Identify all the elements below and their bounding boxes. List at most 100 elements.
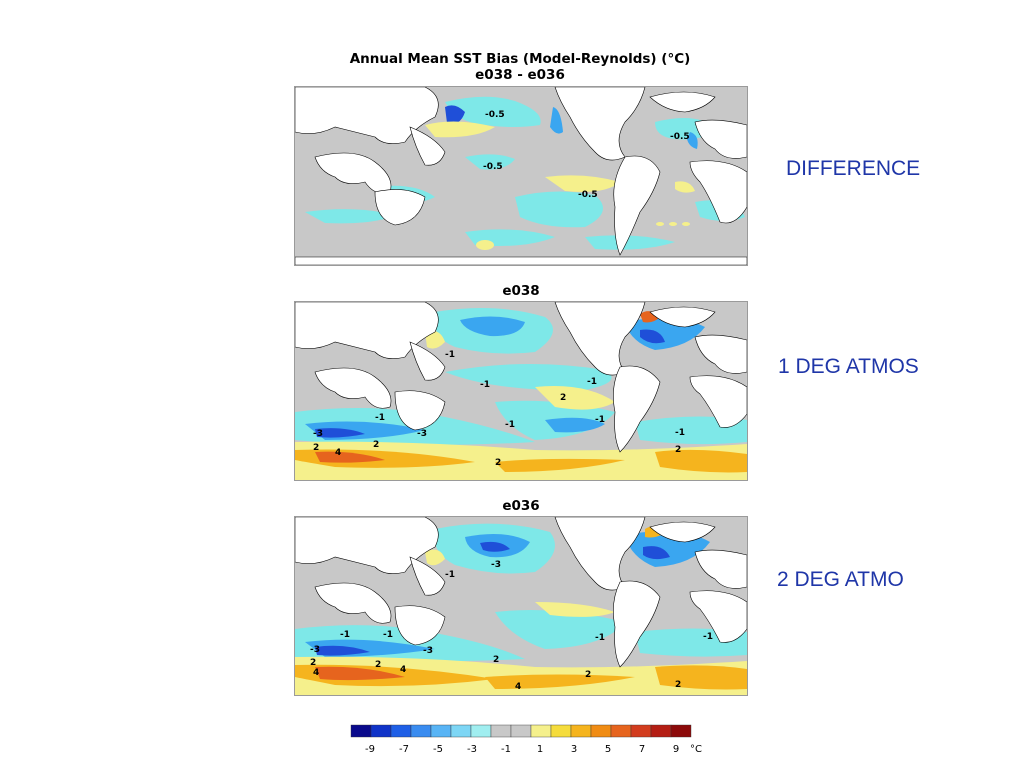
colorbar-swatch: [470, 724, 492, 738]
map-panel-e036: -1 -3 -1 -1 -3 -3 -1 2 4 4 2 4 2 2 -1 2: [294, 516, 748, 696]
bias-patch: [480, 541, 510, 552]
bias-patch: [315, 428, 365, 438]
bias-patch: [545, 175, 620, 192]
colorbar-swatch: [490, 724, 512, 738]
bias-patch: [476, 240, 494, 250]
colorbar-swatch: [530, 724, 552, 738]
contour-label: 2: [560, 393, 566, 403]
colorbar-tick-label: 3: [570, 744, 578, 755]
side-label-1deg: 1 DEG ATMOS: [778, 355, 919, 378]
contour-label: -1: [595, 415, 605, 425]
colorbar-tick-label: -1: [501, 744, 511, 755]
contour-label: 2: [310, 658, 316, 668]
colorbar-swatch: [650, 724, 672, 738]
contour-label: -0.5: [670, 132, 690, 142]
contour-label: -0.5: [483, 162, 503, 172]
contour-label: 2: [495, 458, 501, 468]
colorbar-tick-label: 5: [604, 744, 612, 755]
bias-patch: [682, 222, 690, 226]
contour-label: 2: [375, 660, 381, 670]
figure-title-text: Annual Mean SST Bias (Model-Reynolds) (°…: [349, 51, 691, 67]
bias-patch: [305, 209, 395, 224]
bias-patch: [687, 132, 698, 149]
side-label-2deg: 2 DEG ATMO: [777, 568, 904, 591]
contour-label: 2: [585, 670, 591, 680]
colorbar-swatch: [370, 724, 392, 738]
colorbar-swatch: [570, 724, 592, 738]
contour-label: -3: [417, 429, 427, 439]
contour-label: -1: [703, 632, 713, 642]
land-masses: [295, 302, 747, 453]
panel-e038-title: e038: [502, 283, 540, 299]
colorbar-swatch: [390, 724, 412, 738]
bias-patch: [643, 546, 670, 560]
colorbar-tick-label: 9: [672, 744, 680, 755]
bias-patch: [425, 549, 445, 566]
colorbar-tick-label: -5: [433, 744, 443, 755]
contour-label: -1: [383, 630, 393, 640]
map-difference: -0.5 -0.5 -0.5 -0.5: [295, 87, 747, 265]
bias-patch: [585, 235, 675, 250]
bias-patch: [315, 451, 385, 463]
contour-label: 2: [675, 680, 681, 690]
contour-label: -1: [340, 630, 350, 640]
contour-label: -3: [310, 645, 320, 655]
colorbar-tick-label: -9: [365, 744, 375, 755]
bias-patch: [535, 602, 615, 617]
colorbar-swatch: [350, 724, 372, 738]
contour-label: 4: [335, 448, 341, 458]
contour-label: -3: [423, 646, 433, 656]
colorbar-swatch: [450, 724, 472, 738]
bias-patch: [465, 154, 515, 170]
contour-label: 2: [493, 655, 499, 665]
bias-patch: [495, 458, 625, 472]
figure-title: Annual Mean SST Bias (Model-Reynolds) (°…: [290, 51, 750, 83]
bias-patch: [655, 449, 747, 473]
contour-label: 2: [373, 440, 379, 450]
bias-patch: [655, 665, 747, 690]
contour-label: -3: [491, 560, 501, 570]
contour-label: 4: [313, 668, 319, 678]
contour-label: -1: [480, 380, 490, 390]
colorbar-tick-label: 7: [638, 744, 646, 755]
contour-label: 2: [313, 443, 319, 453]
colorbar-swatch: [590, 724, 612, 738]
map-panel-e038: -1 -1 -1 -1 -1 -3 -3 -1 2 2 4 2 2 2 -1: [294, 301, 748, 481]
bias-patch: [425, 121, 495, 138]
panel-difference-title: e038 - e036: [475, 67, 565, 83]
side-label-difference: DIFFERENCE: [786, 157, 921, 180]
bias-patch: [535, 386, 615, 410]
map-e038: -1 -1 -1 -1 -1 -3 -3 -1 2 2 4 2 2 2 -1: [295, 302, 747, 480]
contour-label: -1: [675, 428, 685, 438]
bias-patch: [445, 96, 541, 127]
bias-patch: [495, 609, 625, 649]
contour-label: 4: [400, 665, 406, 675]
map-e036: -1 -3 -1 -1 -3 -3 -1 2 4 4 2 4 2 2 -1 2: [295, 517, 747, 695]
contour-label: -1: [595, 633, 605, 643]
bias-patch: [315, 645, 370, 656]
colorbar-swatch: [630, 724, 652, 738]
contour-label: -1: [445, 570, 455, 580]
contour-label: -0.5: [485, 110, 505, 120]
colorbar-swatch: [410, 724, 432, 738]
colorbar-swatch: [550, 724, 572, 738]
contour-label: -1: [505, 420, 515, 430]
land-masses: [295, 87, 747, 265]
bias-patch: [669, 222, 677, 226]
map-panel-difference: -0.5 -0.5 -0.5 -0.5: [294, 86, 748, 266]
contour-label: -1: [375, 413, 385, 423]
land-masses: [295, 517, 747, 668]
bias-patch: [640, 329, 665, 344]
colorbar-swatch: [510, 724, 532, 738]
colorbar-swatch: [670, 724, 692, 738]
bias-patch: [545, 417, 605, 433]
contour-label: -0.5: [578, 190, 598, 200]
bias-patch: [485, 674, 635, 689]
colorbar-unit: °C: [690, 744, 702, 755]
bias-patch: [445, 363, 612, 391]
colorbar-swatch: [430, 724, 452, 738]
contour-label: -1: [445, 350, 455, 360]
contour-label: 4: [515, 682, 521, 692]
bias-patch: [445, 105, 465, 124]
bias-patch: [656, 222, 664, 226]
